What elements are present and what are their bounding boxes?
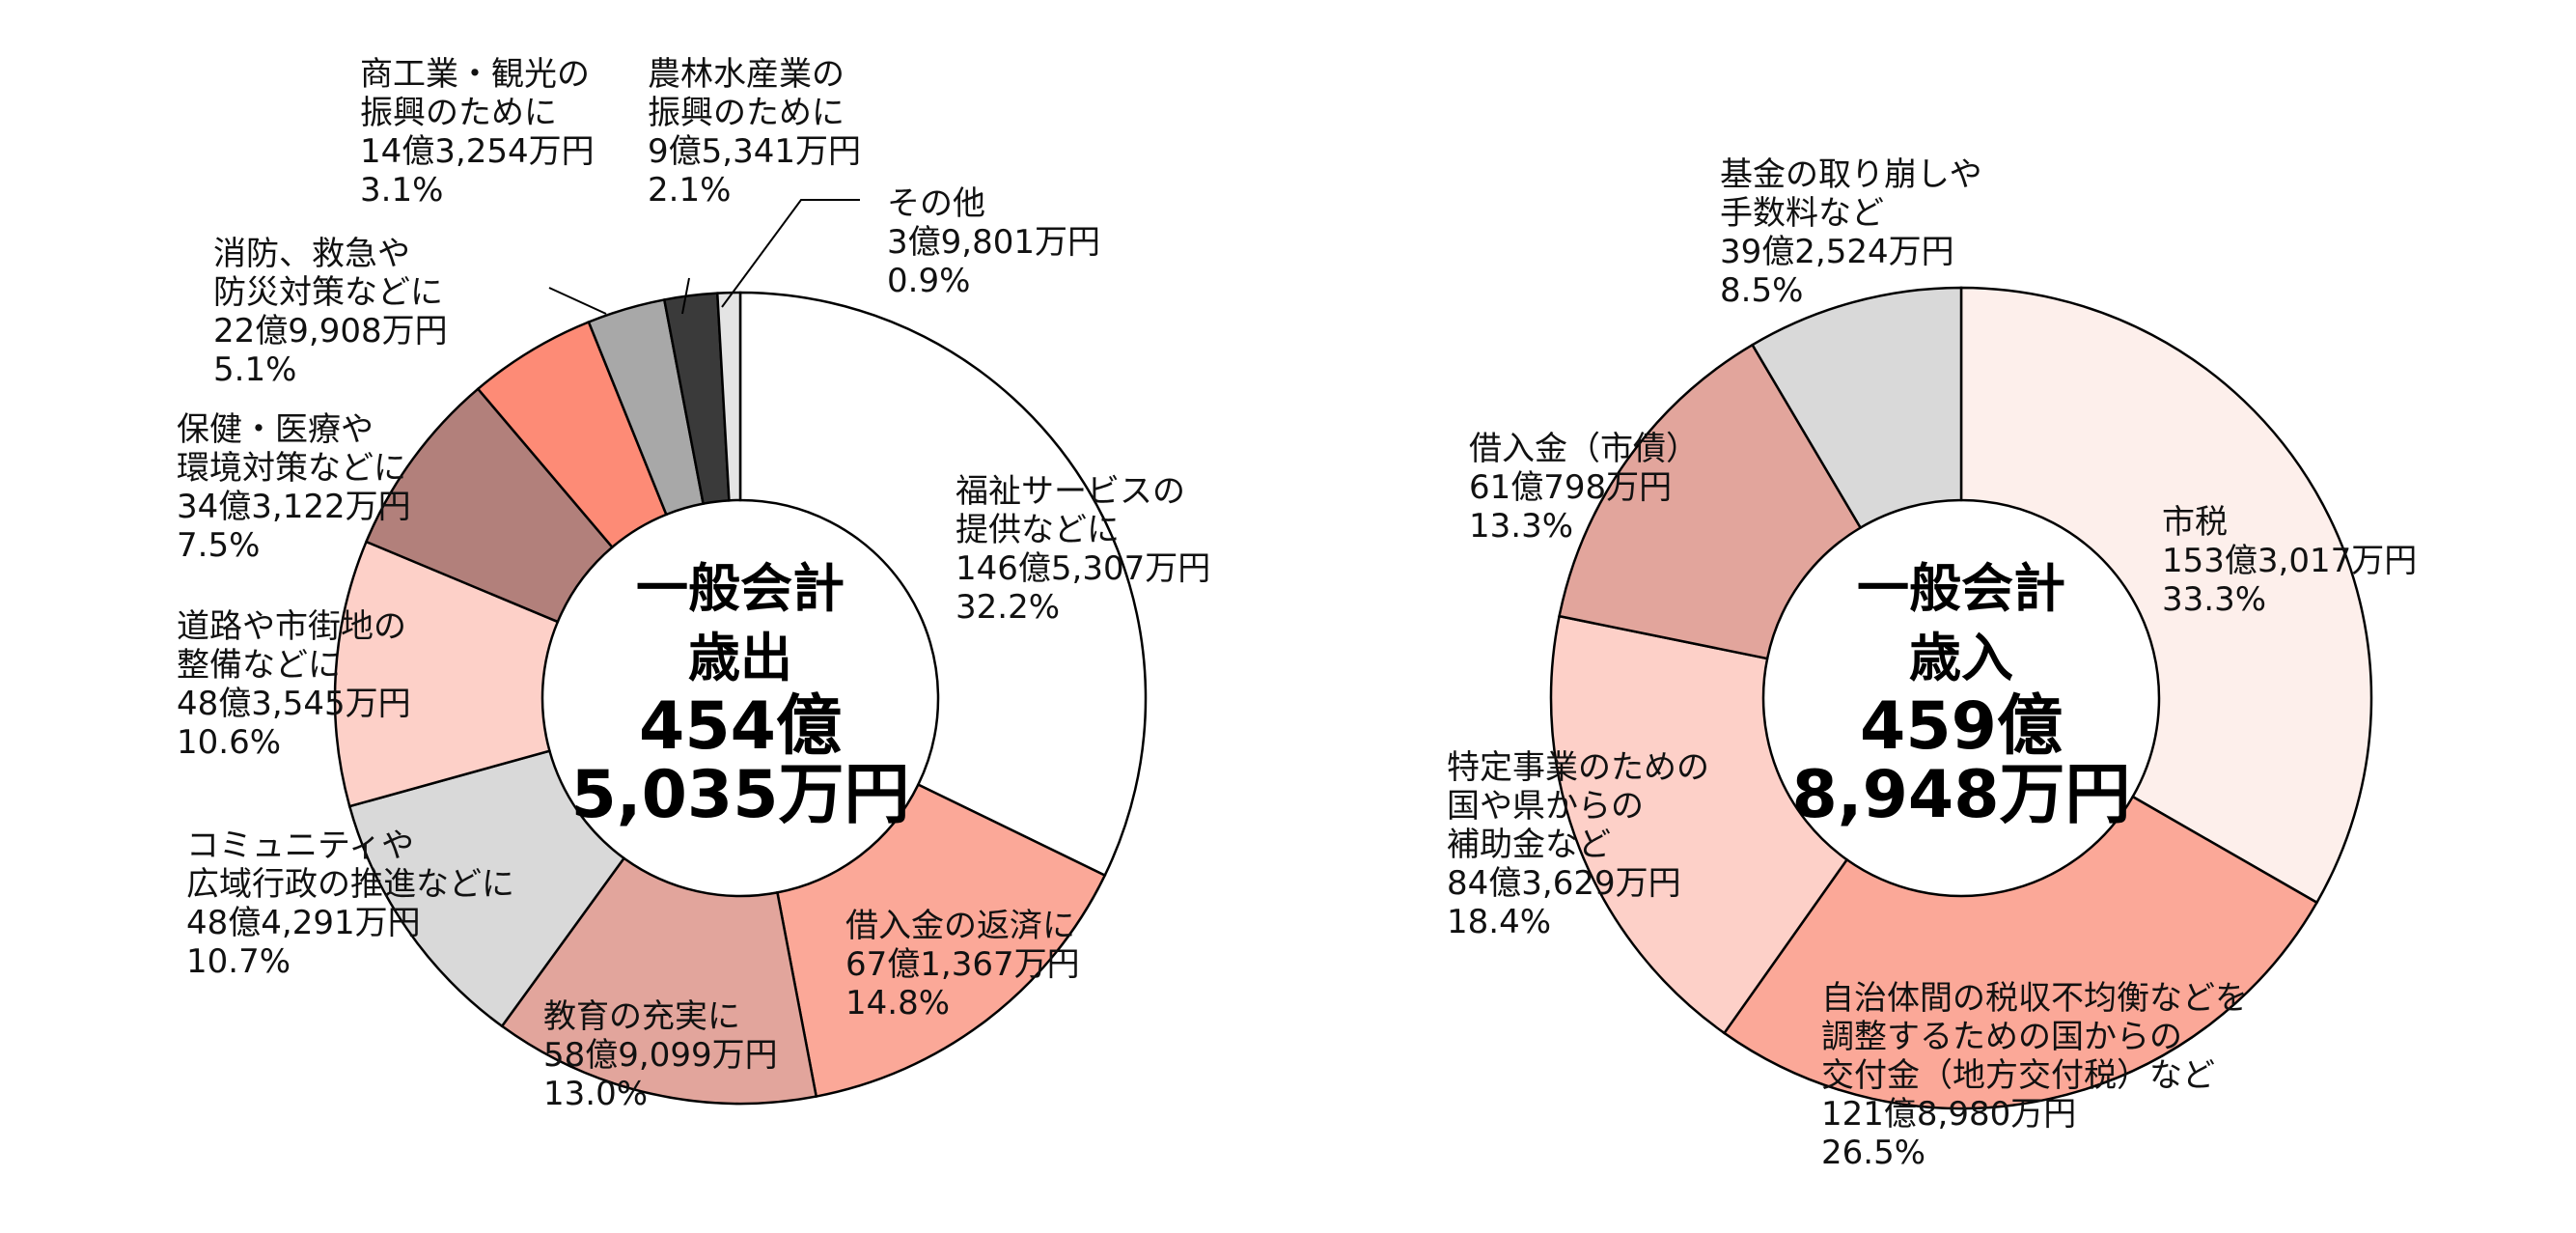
center-text-1-1: 一般会計 bbox=[636, 558, 845, 619]
slice-label-1-8: 商工業・観光の振興のために 14億3,254万円 3.1% bbox=[360, 55, 595, 210]
slice-label-1-9: 農林水産業の振興のために 9億5,341万円 2.1% bbox=[648, 55, 861, 210]
slice-label-1-4: コミュニティや広域行政の推進などに 48億4,291万円 10.7% bbox=[186, 827, 514, 981]
slice-label-1-7: 消防、救急や防災対策などに 22億9,908万円 5.1% bbox=[213, 235, 448, 389]
slice-2-2 bbox=[1722, 795, 2319, 1110]
donut-chart-2: 市税 153億3,017万円 33.3% 自治体間の税収不均衡などを調整するための国か… bbox=[1447, 155, 2417, 1172]
slice-label-1-2: 借入金の返済に 67億1,367万円 14.8% bbox=[845, 907, 1080, 1023]
slice-label-2-2: 自治体間の税収不均衡などを調整するための国からの交付金（地方交付税）など 121億… bbox=[1821, 979, 2248, 1172]
center-text-1-4: 5,035万円 bbox=[570, 757, 909, 833]
slice-1-2 bbox=[775, 782, 1107, 1099]
slice-1-10 bbox=[715, 291, 742, 502]
slice-label-2-3: 特定事業のための国や県からの補助金など 84億3,629万円 18.4% bbox=[1447, 748, 1709, 941]
leader-line-1-9 bbox=[681, 277, 690, 315]
slice-2-1 bbox=[1959, 286, 2373, 905]
center-text-1-2: 歳出 bbox=[688, 628, 792, 688]
slice-2-3 bbox=[1549, 614, 1849, 1035]
slice-label-1-6: 保健・医療や環境対策などに 34億3,122万円 7.5% bbox=[177, 410, 411, 565]
leader-line-1-10 bbox=[721, 199, 860, 308]
slice-label-1-10: その他 3億9,801万円 0.9% bbox=[887, 184, 1100, 300]
slice-2-4 bbox=[1558, 343, 1863, 660]
leader-line-1-8 bbox=[548, 287, 607, 315]
slice-label-2-4: 借入金（市債） 61億798万円 13.3% bbox=[1469, 430, 1699, 546]
slice-label-1-3: 教育の充実に 58億9,099万円 13.0% bbox=[543, 997, 778, 1113]
center-text-2-4: 8,948万円 bbox=[1791, 757, 2130, 833]
center-text-2-3: 459億 bbox=[1860, 688, 2063, 765]
slice-label-1-5: 道路や市街地の整備などに 48億3,545万円 10.6% bbox=[177, 607, 411, 762]
slice-label-2-1: 市税 153億3,017万円 33.3% bbox=[2162, 503, 2417, 619]
slice-label-2-5: 基金の取り崩しや手数料など 39億2,524万円 8.5% bbox=[1720, 155, 1982, 310]
slice-label-1-1: 福祉サービスの提供などに 146億5,307万円 32.2% bbox=[956, 472, 1210, 627]
slice-1-5 bbox=[333, 540, 560, 808]
center-text-2-1: 一般会計 bbox=[1857, 558, 2065, 619]
center-text-1-3: 454億 bbox=[639, 688, 842, 765]
slice-1-1 bbox=[738, 291, 1148, 878]
donut-chart-1: 福祉サービスの提供などに 146億5,307万円 32.2% 借入金の返済に 67億1,… bbox=[177, 55, 1210, 1113]
slice-2-5 bbox=[1750, 286, 1963, 530]
center-text-2-2: 歳入 bbox=[1909, 628, 2013, 688]
slice-1-4 bbox=[347, 749, 626, 1028]
